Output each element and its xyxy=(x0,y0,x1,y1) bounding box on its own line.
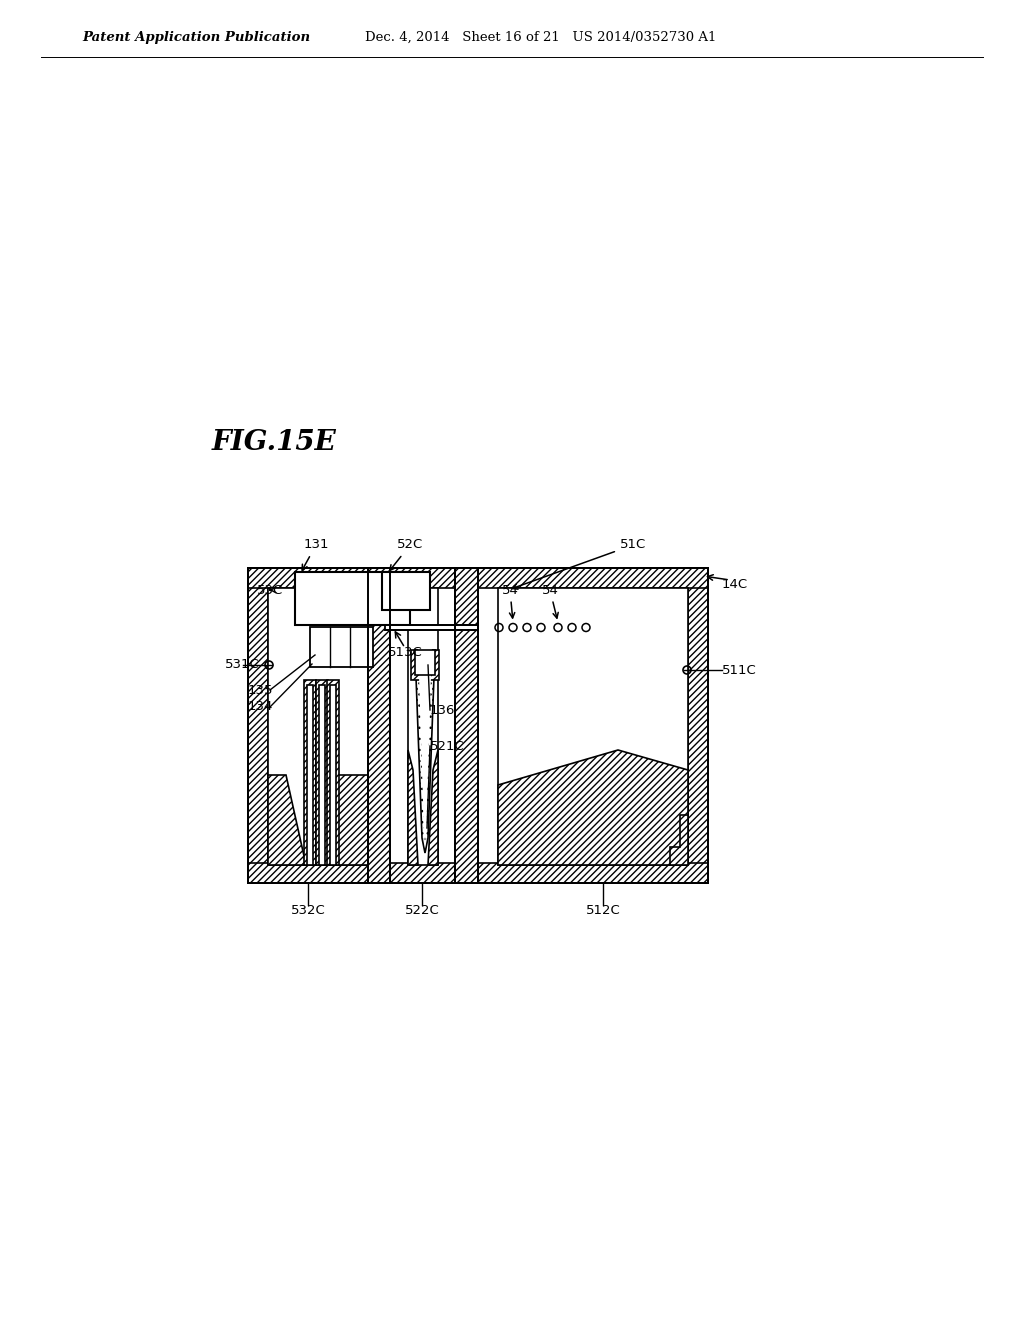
Polygon shape xyxy=(428,750,438,865)
Text: Patent Application Publication: Patent Application Publication xyxy=(82,30,310,44)
Polygon shape xyxy=(368,568,390,883)
Polygon shape xyxy=(382,572,430,610)
Polygon shape xyxy=(411,649,439,680)
Text: 54: 54 xyxy=(542,583,558,618)
Text: 532C: 532C xyxy=(291,904,326,917)
Text: 135: 135 xyxy=(248,684,273,697)
Polygon shape xyxy=(415,649,435,675)
Text: 54: 54 xyxy=(502,583,518,618)
Polygon shape xyxy=(248,863,390,883)
Polygon shape xyxy=(408,587,438,865)
Text: 14C: 14C xyxy=(722,578,749,591)
Polygon shape xyxy=(268,775,306,865)
Polygon shape xyxy=(330,685,336,865)
Text: Dec. 4, 2014   Sheet 16 of 21   US 2014/0352730 A1: Dec. 4, 2014 Sheet 16 of 21 US 2014/0352… xyxy=(365,30,717,44)
Text: 531C: 531C xyxy=(225,659,260,672)
Text: 513C: 513C xyxy=(388,645,423,659)
Text: 511C: 511C xyxy=(722,664,757,676)
Text: FIG.15E: FIG.15E xyxy=(212,429,337,457)
Polygon shape xyxy=(310,627,373,667)
Polygon shape xyxy=(408,750,418,865)
Polygon shape xyxy=(316,680,328,865)
Polygon shape xyxy=(319,685,325,865)
Polygon shape xyxy=(330,775,368,865)
Polygon shape xyxy=(327,680,339,865)
Polygon shape xyxy=(478,863,708,883)
Polygon shape xyxy=(670,814,688,865)
Polygon shape xyxy=(688,568,708,883)
Polygon shape xyxy=(295,572,410,624)
Text: 522C: 522C xyxy=(404,904,439,917)
Polygon shape xyxy=(248,568,708,587)
Polygon shape xyxy=(248,568,268,883)
Polygon shape xyxy=(390,863,455,883)
Text: 131: 131 xyxy=(302,539,329,570)
Polygon shape xyxy=(385,624,478,630)
Polygon shape xyxy=(307,685,313,865)
Text: 521C: 521C xyxy=(430,739,465,752)
Polygon shape xyxy=(498,750,688,865)
Polygon shape xyxy=(498,587,688,865)
Polygon shape xyxy=(268,587,368,865)
Text: 51C: 51C xyxy=(512,539,646,589)
Text: 136: 136 xyxy=(430,704,456,717)
Text: 53C: 53C xyxy=(257,583,283,597)
Polygon shape xyxy=(418,645,432,847)
Text: 512C: 512C xyxy=(586,904,621,917)
Polygon shape xyxy=(455,568,478,883)
Polygon shape xyxy=(415,649,435,853)
Text: 52C: 52C xyxy=(390,539,423,570)
Text: 134: 134 xyxy=(248,701,273,714)
Polygon shape xyxy=(304,680,316,865)
